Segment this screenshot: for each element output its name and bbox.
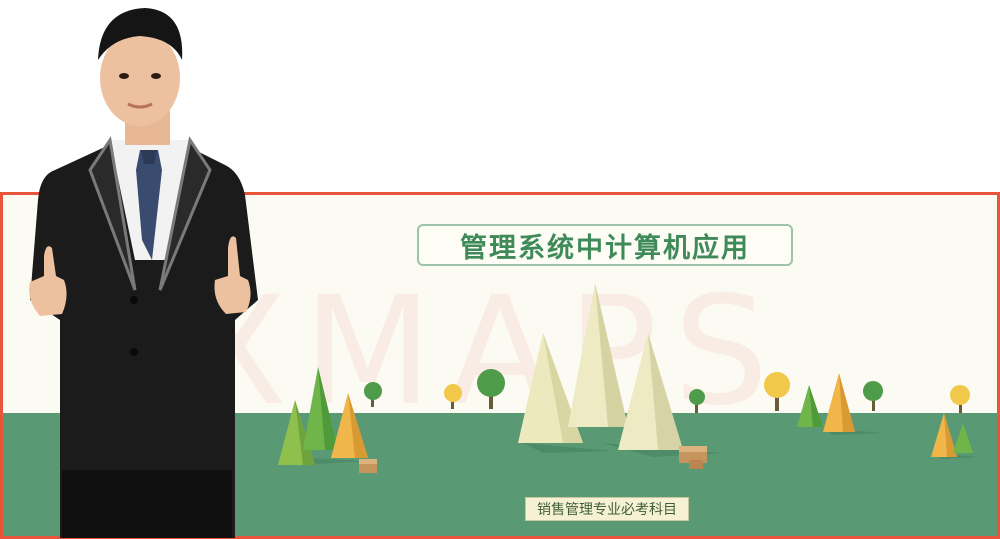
banner-title: 管理系统中计算机应用 xyxy=(417,224,793,266)
banner-subtitle-badge: 销售管理专业必考科目 xyxy=(525,497,689,521)
center-mountains xyxy=(518,283,683,450)
left-tree-cluster xyxy=(278,367,377,473)
right-tree-cluster xyxy=(797,373,973,457)
crates xyxy=(679,446,707,469)
presenter-photo xyxy=(0,0,270,538)
